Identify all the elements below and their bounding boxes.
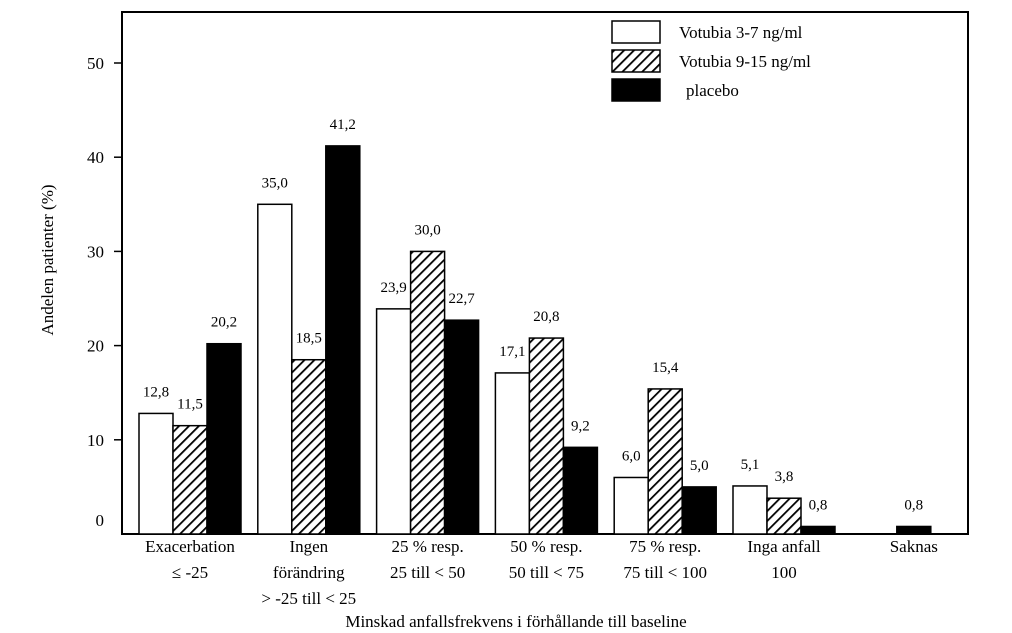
- bar-black: [896, 525, 932, 535]
- legend-swatch-black: [611, 78, 661, 102]
- x-category-label: 75 % resp. 75 till < 100: [623, 537, 707, 582]
- data-label: 0,8: [809, 497, 828, 513]
- data-labels-group: 12,8 35,0 23,9 17,1 6,0 5,1 11,5 18,5 30,0 20,8 15…: [143, 117, 923, 514]
- x-category-label: Exacerbation ≤ -25: [145, 537, 235, 582]
- x-category-label: Inga anfall 100: [747, 537, 820, 582]
- legend-label: Votubia 9-15 ng/ml: [679, 52, 811, 71]
- x-axis-title: Minskad anfallsfrekvens i förhållande ti…: [345, 612, 686, 631]
- data-label: 17,1: [499, 344, 525, 360]
- y-tick-label: 30: [87, 242, 104, 261]
- y-tick-label: 10: [87, 431, 104, 450]
- data-label: 23,9: [380, 280, 406, 296]
- legend: Votubia 3-7 ng/ml Votubia 9-15 ng/ml place…: [611, 20, 811, 102]
- data-label: 18,5: [296, 331, 322, 347]
- bar-white: [375, 308, 412, 535]
- bar-white: [613, 476, 649, 535]
- x-category-label: Ingen förändring > -25 till < 25: [261, 537, 356, 608]
- bar-white: [257, 203, 293, 535]
- data-label: 41,2: [330, 117, 356, 133]
- x-category-label: 25 % resp. 25 till < 50: [390, 537, 465, 582]
- bar-hatched: [291, 358, 327, 535]
- data-label: 22,7: [448, 291, 475, 307]
- bar-white: [494, 372, 531, 535]
- legend-swatch-white: [611, 20, 661, 44]
- data-label: 5,1: [741, 457, 760, 473]
- bar-hatched: [647, 388, 683, 535]
- y-axis: 0 10 20 30 40 50: [87, 54, 122, 530]
- bar-black: [681, 486, 717, 535]
- x-axis-categories: Exacerbation ≤ -25 Ingen förändring > -25 ti…: [145, 537, 938, 608]
- bar-black: [206, 342, 242, 535]
- data-label: 15,4: [652, 360, 679, 376]
- y-tick-label: 40: [87, 148, 104, 167]
- data-label: 6,0: [622, 448, 641, 464]
- y-tick-label: 50: [87, 54, 104, 73]
- bar-black: [325, 145, 361, 535]
- data-label: 3,8: [775, 469, 794, 485]
- data-label: 20,2: [211, 315, 237, 331]
- data-label: 30,0: [414, 222, 440, 238]
- data-label: 11,5: [177, 397, 203, 413]
- bar-hatched: [528, 337, 565, 535]
- data-label: 20,8: [533, 309, 559, 325]
- bar-white: [732, 485, 768, 535]
- bar-white: [138, 412, 174, 535]
- data-label: 12,8: [143, 384, 169, 400]
- bar-black: [800, 525, 836, 535]
- y-tick-label: 0: [96, 511, 105, 530]
- legend-label: Votubia 3-7 ng/ml: [679, 23, 803, 42]
- bar-black: [562, 446, 599, 535]
- x-category-label: Saknas: [890, 537, 938, 556]
- x-category-label: 50 % resp. 50 till < 75: [509, 537, 584, 582]
- data-label: 9,2: [571, 418, 590, 434]
- data-label: 35,0: [262, 175, 288, 191]
- data-label: 0,8: [904, 497, 923, 513]
- y-axis-title: Andelen patienter (%): [38, 184, 57, 335]
- data-label: 5,0: [690, 458, 709, 474]
- y-tick-label: 20: [87, 337, 104, 356]
- bar-hatched: [409, 250, 446, 535]
- bar-hatched: [766, 497, 802, 535]
- bar-black: [443, 319, 480, 535]
- bar-hatched: [172, 424, 208, 535]
- legend-label: placebo: [686, 81, 739, 100]
- legend-swatch-hatched: [611, 49, 661, 73]
- bars-group: [138, 145, 932, 535]
